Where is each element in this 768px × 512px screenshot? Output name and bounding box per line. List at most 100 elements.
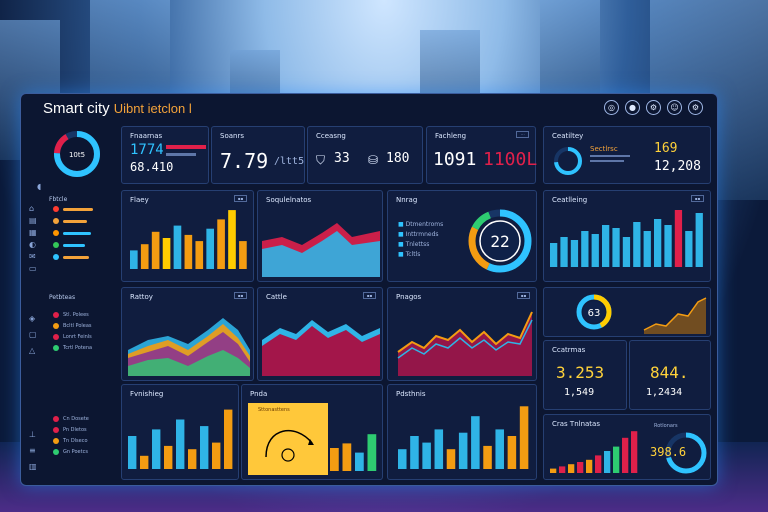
sidebar-row[interactable]: Lonrt Feinls [53, 334, 92, 340]
alert-icon[interactable]: △ [29, 346, 36, 355]
kpi-title: Cceasng [316, 132, 346, 140]
panel-menu-button[interactable]: ▪▪ [234, 292, 247, 299]
bar-ring-panel[interactable]: Cras Tnlnatas Rotlonars 398.6 [543, 414, 711, 480]
area-chart-panel-3[interactable]: Cattle ▪▪ [257, 287, 383, 381]
map-icon[interactable]: ▦ [29, 228, 37, 237]
sidebar-row[interactable]: Gn Poetcs [53, 449, 88, 455]
bar [581, 231, 589, 267]
apple-icon[interactable]: ● [625, 100, 640, 115]
sidebar-row[interactable]: Cn Dosete [53, 416, 89, 422]
sidebar-row[interactable] [53, 242, 85, 248]
kpi-value-secondary: 68.410 [130, 160, 174, 174]
menu-icon[interactable]: ◖ [37, 182, 42, 191]
home-icon[interactable]: ⌂ [29, 204, 35, 213]
area-chart [262, 320, 380, 376]
bar [434, 429, 444, 469]
kpi-title: Ceatiltey [552, 132, 584, 140]
sidebar-row[interactable]: Pn Dletos [53, 427, 87, 433]
bell-icon[interactable]: ◐ [29, 240, 36, 249]
list-item-label: Dtmentroms [405, 221, 444, 228]
panel-title: Pnda [250, 390, 268, 398]
sidebar-row[interactable] [53, 254, 89, 260]
bar [633, 222, 641, 267]
list-icon[interactable]: ≡ [29, 446, 36, 455]
bar [631, 431, 638, 473]
user-icon[interactable]: ☺ [667, 100, 682, 115]
bar-chart [130, 210, 247, 269]
settings-icon[interactable]: ⚙ [688, 100, 703, 115]
sidebar-row[interactable] [53, 206, 93, 212]
kpi-value: 3.253 [556, 363, 605, 382]
bar [483, 445, 492, 469]
kpi-caption: Sectlrsc [590, 145, 618, 153]
bar [458, 432, 468, 469]
kpi-value-secondary: 1,549 [564, 387, 595, 398]
lock-icon[interactable]: ◈ [29, 314, 36, 323]
sidebar-row[interactable]: Tcrtl Potena [53, 345, 92, 351]
kpi-card-3[interactable]: Cceasng ⛉ 33 ⛁ 180 [307, 126, 423, 184]
bar [398, 449, 407, 469]
panel-title: Fvnishieg [130, 390, 164, 398]
grid-icon[interactable]: ▥ [29, 462, 37, 471]
mail-icon[interactable]: ✉ [29, 252, 36, 261]
shield-icon: ⛉ [316, 153, 326, 167]
area-chart-panel-2[interactable]: Rattoy ▪▪ [121, 287, 254, 381]
bar [685, 231, 693, 267]
panel-menu-button[interactable]: ▪▪ [691, 195, 704, 202]
folder-icon[interactable]: ▭ [29, 264, 37, 273]
bar-chart [398, 406, 529, 469]
ring-area-panel[interactable]: 63 [543, 287, 711, 337]
panel-menu-button[interactable]: ▪▪ [234, 195, 247, 202]
kpi-card-5[interactable]: Ceatiltey Sectlrsc 169 12,208 [543, 126, 711, 184]
line-area-panel[interactable]: Pnagos ▪▪ [387, 287, 537, 381]
kpi-value: 398.6 [650, 445, 687, 459]
bar-chart-panel-2[interactable]: Fvnishieg [121, 384, 239, 480]
bar [330, 448, 339, 471]
bar [568, 464, 575, 473]
mixed-chart-panel[interactable]: Ceatlleing ▪▪ [543, 190, 711, 282]
bar [128, 436, 137, 469]
kpi-card-2[interactable]: Soanrs 7.79 /ltt5 [211, 126, 305, 184]
bar [217, 219, 225, 269]
globe-icon[interactable]: ◎ [604, 100, 619, 115]
area-chart-panel-1[interactable]: Soqulelnatos [257, 190, 383, 282]
more-icon[interactable]: ⋯ [516, 131, 529, 138]
gear-icon[interactable]: ⚙ [646, 100, 661, 115]
sidebar-row[interactable]: Stl. Polees [53, 312, 89, 318]
bar [140, 244, 149, 269]
sidebar-row[interactable]: Tn Dlseco [53, 438, 88, 444]
flow-panel[interactable]: Pnda Sttonasttens [241, 384, 383, 480]
bar-chart-panel-1[interactable]: Flaey ▪▪ [121, 190, 254, 282]
gauge-panel[interactable]: Nnrag ■ Dtmentroms ■ Inttrmneds ■ Tnlettss… [387, 190, 537, 282]
sidebar-row[interactable] [53, 218, 87, 224]
kpi-panel-844[interactable]: 844. 1,2434 [629, 340, 711, 410]
chart-icon[interactable]: ▤ [29, 216, 37, 225]
kpi-panel-3253[interactable]: Ccatrmas 3.253 1,549 [543, 340, 627, 410]
small-ring: 63 [576, 294, 612, 330]
sidebar-row[interactable] [53, 230, 91, 236]
bar [140, 455, 149, 469]
panel-title: Ccatrmas [552, 346, 586, 354]
sidebar-row-label: Gn Poetcs [63, 449, 88, 455]
warning-icon[interactable]: ⊥ [29, 430, 36, 439]
bar [604, 451, 611, 473]
list-bullet-icon: ■ [398, 251, 404, 258]
bar-chart-panel-3[interactable]: Pdsthnis [387, 384, 537, 480]
area-chart [262, 223, 380, 277]
bar [570, 240, 579, 267]
panel-caption: Rotlonars [654, 423, 678, 429]
panel-menu-button[interactable]: ▪▪ [363, 292, 376, 299]
sidebar: ◖ 10t5 Fbtcle Petbteas Stl. Polees Bcltl … [21, 124, 117, 485]
kpi-card-4[interactable]: Fachleng 1091 1100L ⋯ [426, 126, 537, 184]
bar [446, 449, 456, 469]
panel-menu-button[interactable]: ▪▪ [517, 292, 530, 299]
top-toolbar: ◎ ● ⚙ ☺ ⚙ [604, 100, 703, 115]
doc-icon[interactable]: ▢ [29, 330, 37, 339]
bar [206, 228, 214, 269]
status-dot [53, 438, 59, 444]
bar [560, 237, 568, 267]
sidebar-row[interactable]: Bcltl Poleas [53, 323, 92, 329]
bar [586, 459, 593, 473]
bar [151, 231, 160, 269]
kpi-card-1[interactable]: Fnaarnas 1774 68.410 [121, 126, 209, 184]
